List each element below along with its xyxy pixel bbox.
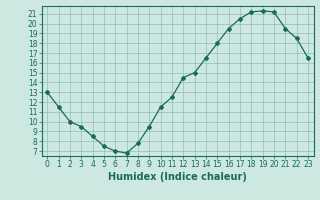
X-axis label: Humidex (Indice chaleur): Humidex (Indice chaleur)	[108, 172, 247, 182]
